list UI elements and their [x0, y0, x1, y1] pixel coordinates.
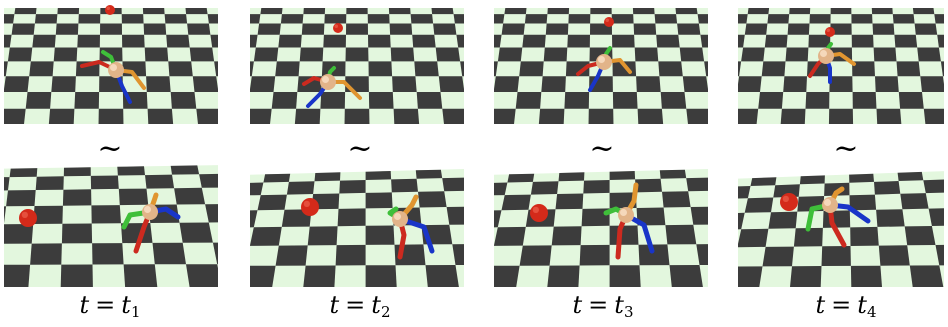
- tilde-4: ~: [833, 131, 859, 166]
- top-ball-3: [604, 17, 614, 27]
- time-label-3-lhs: t: [572, 291, 583, 319]
- top-scene-2: [250, 8, 464, 124]
- bottom-scene-4: [738, 171, 944, 287]
- bottom-ant-1: [121, 192, 181, 254]
- time-label-2-rhs: t: [371, 291, 381, 319]
- bottom-ball-1: [19, 209, 37, 227]
- bottom-floor-2: [250, 169, 464, 287]
- bottom-ball-2: [301, 198, 319, 216]
- top-panel-3: [494, 2, 708, 124]
- time-label-1-rhs: t: [121, 291, 131, 319]
- time-label-3: t = t3: [572, 291, 634, 321]
- time-label-4-rhs: t: [857, 291, 867, 319]
- time-label-4-lhs: t: [815, 291, 826, 319]
- top-scene-4: [738, 8, 944, 124]
- time-label-2: t = t2: [329, 291, 391, 321]
- top-ball-1: [105, 5, 115, 15]
- bottom-ball-3: [530, 204, 548, 222]
- top-ant-3: [576, 46, 632, 92]
- time-label-1-sub: 1: [130, 303, 141, 321]
- time-label-4-sub: 4: [866, 303, 877, 321]
- top-ant-4: [808, 42, 856, 84]
- tilde-2: ~: [347, 131, 373, 166]
- bottom-ant-3: [603, 182, 655, 260]
- top-panel-1: [4, 2, 218, 124]
- time-label-1-lhs: t: [79, 291, 90, 319]
- bottom-panel-4: [738, 165, 944, 287]
- time-label-2-lhs: t: [329, 291, 340, 319]
- bottom-scene-1: [4, 165, 218, 287]
- top-ball-2: [333, 23, 343, 33]
- top-floor-4: [738, 8, 944, 124]
- tilde-3: ~: [589, 131, 615, 166]
- top-scene-1: [4, 5, 218, 124]
- bottom-ant-4: [805, 186, 871, 248]
- bottom-scene-2: [250, 169, 464, 287]
- bottom-panel-2: [250, 165, 464, 287]
- bottom-floor-1: [4, 165, 218, 287]
- bottom-floor-3: [494, 169, 708, 287]
- time-label-2-sub: 2: [380, 303, 391, 321]
- top-ball-4: [825, 27, 835, 37]
- bottom-ant-2: [387, 194, 435, 260]
- top-scene-3: [494, 8, 708, 124]
- bottom-ball-4: [780, 193, 798, 211]
- top-panel-2: [250, 2, 464, 124]
- top-ant-1: [80, 50, 146, 104]
- top-ant-2: [302, 66, 362, 108]
- tilde-1: ~: [97, 131, 123, 166]
- time-label-4: t = t4: [815, 291, 877, 321]
- time-label-3-sub: 3: [623, 303, 634, 321]
- time-label-1: t = t1: [79, 291, 141, 321]
- top-panel-4: [738, 2, 944, 124]
- top-floor-2: [250, 8, 464, 124]
- bottom-scene-3: [494, 169, 708, 287]
- bottom-panel-3: [494, 165, 708, 287]
- bottom-panel-1: [4, 165, 218, 287]
- time-label-3-rhs: t: [614, 291, 624, 319]
